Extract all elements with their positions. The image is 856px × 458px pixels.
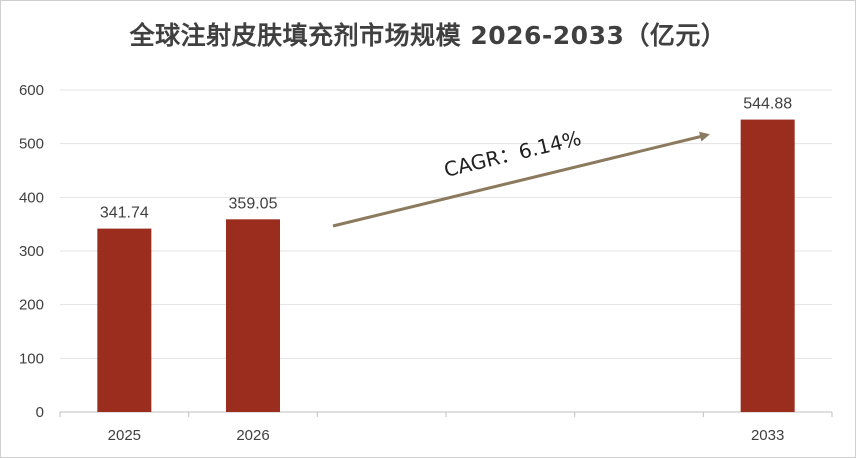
bar <box>226 219 280 412</box>
y-tick-label: 300 <box>19 243 44 260</box>
y-tick-label: 0 <box>36 404 44 421</box>
gridlines <box>60 89 832 359</box>
y-tick-label: 600 <box>19 82 44 99</box>
chart-title: 全球注射皮肤填充剂市场规模 2026-2033（亿元） <box>129 21 727 50</box>
cagr-annotation: CAGR：6.14% <box>332 126 710 228</box>
x-tick-label: 2026 <box>236 427 269 444</box>
bar <box>740 119 795 413</box>
y-tick-label: 500 <box>19 136 44 153</box>
x-tick-label: 2025 <box>108 427 141 444</box>
y-tick-label: 200 <box>19 297 44 314</box>
y-tick-label: 100 <box>19 350 44 367</box>
cagr-arrow <box>332 131 710 228</box>
bar <box>97 228 152 412</box>
axes: 0 100 200 300 400 500 600 2025 2026 2033 <box>19 82 833 444</box>
data-label: 341.74 <box>100 205 149 222</box>
bars <box>97 119 795 413</box>
x-tick-label: 2033 <box>751 427 784 444</box>
data-label: 544.88 <box>743 96 792 113</box>
data-label: 359.05 <box>229 195 278 212</box>
y-tick-label: 400 <box>19 189 44 206</box>
data-labels: 341.74 359.05 544.88 <box>100 96 792 222</box>
cagr-label: CAGR：6.14% <box>442 126 584 182</box>
